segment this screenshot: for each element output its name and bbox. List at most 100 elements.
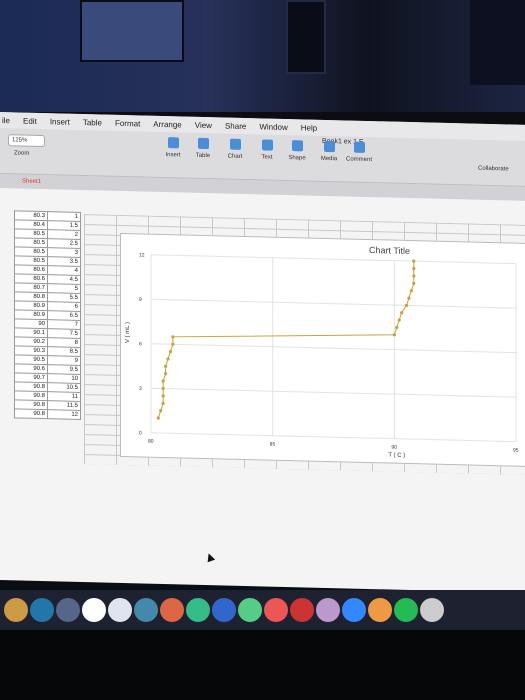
shape-icon [291,140,303,152]
facetime-icon[interactable] [186,598,210,622]
calendar-icon[interactable] [82,598,106,622]
collaborate-button[interactable]: Collaborate [478,165,509,173]
data-point [164,364,168,368]
wall-picture [470,0,525,85]
table-icon [197,137,209,150]
zoom-label: Zoom [14,150,30,157]
data-table: 80.3 1 80.4 1.5 80.5 2 80.5 2.5 80.5 3 80.5 3.5 80.6… [14,210,84,420]
background-wall [0,0,525,112]
grid-line [151,432,516,443]
menu-format[interactable]: Format [114,118,141,128]
menu-share[interactable]: Share [224,120,247,131]
grid-line [151,343,516,354]
itunes-icon[interactable] [316,598,340,622]
menu-edit[interactable]: Edit [23,116,37,126]
series-line [157,261,415,419]
menu-view[interactable]: View [194,120,212,130]
x-tick-label: 95 [513,448,519,454]
toolbar-label: Insert [165,152,181,159]
dock [0,590,525,630]
data-point [161,379,165,383]
data-point [404,303,409,308]
chart-svg: 0 3 6 9 12 80 85 90 95 V ( mL ) T ( C ) [125,252,519,459]
settings-icon[interactable] [368,598,392,622]
wall-picture [286,0,326,74]
menu-insert[interactable]: Insert [49,116,70,127]
y-tick-label: 0 [139,430,142,436]
data-point [395,325,399,330]
menu-window[interactable]: Window [259,121,288,132]
x-tick-label: 80 [148,439,154,445]
data-point [171,342,175,346]
chart[interactable]: Chart Title 0 3 6 9 12 80 85 90 95 V ( mL ) T ( C … [120,232,525,467]
table-cell[interactable]: 12 [47,409,81,420]
app-store-icon[interactable] [342,598,366,622]
comment-icon [353,141,365,153]
chart-icon [229,138,241,150]
comment-button[interactable]: Comment [346,141,372,163]
insert-icon [167,137,179,149]
chart-button[interactable]: Chart [222,138,248,160]
y-tick-label: 6 [139,341,142,347]
grid-line [151,387,516,398]
mail-icon[interactable] [56,598,80,622]
data-point [412,266,416,271]
numbers-icon[interactable] [238,598,262,622]
data-point [168,349,173,354]
text-button[interactable]: Text [254,139,280,161]
y-axis-label: V ( mL ) [125,322,131,343]
data-point [412,259,416,263]
photos-icon[interactable] [134,598,158,622]
numbers-window: ile Edit Insert Table Format Arrange View Share… [0,112,525,593]
toolbar-label: Comment [346,156,373,164]
data-point [392,333,396,337]
text-icon [261,139,273,151]
launchpad-icon[interactable] [4,598,28,622]
x-tick-label: 90 [391,445,397,451]
table-cell[interactable]: 90.8 [14,408,48,419]
pages-icon[interactable] [212,598,236,622]
data-point [156,416,160,420]
data-point [161,401,165,405]
notes-icon[interactable] [108,598,132,622]
menu-arrange[interactable]: Arrange [153,119,182,129]
zoom-select[interactable]: 125% [8,134,45,148]
y-tick-label: 9 [139,297,142,303]
toolbar-label: Media [320,155,338,163]
data-point [164,372,168,376]
menu-table[interactable]: Table [82,117,102,127]
data-point [171,335,175,339]
data-point [409,289,413,293]
data-point [412,274,416,278]
grid-line [151,298,516,309]
messages-icon[interactable] [160,598,184,622]
data-point [400,311,404,315]
data-point [397,318,401,322]
data-point [407,296,411,300]
data-point [166,357,170,361]
grid-line [151,254,516,265]
wall-picture [80,0,184,62]
keynote-icon[interactable] [264,598,288,622]
safari-icon[interactable] [30,598,54,622]
insert-button[interactable]: Insert [160,137,186,159]
y-tick-label: 3 [139,386,142,392]
menu-ile[interactable]: ile [2,115,11,125]
toolbar-label: Text [261,154,273,161]
x-axis-label: T ( C ) [388,452,405,458]
y-tick-label: 12 [139,252,145,258]
table-button[interactable]: Table [190,137,216,160]
toolbar-label: Table [195,152,211,160]
data-point [159,409,163,413]
news-icon[interactable] [290,598,314,622]
finder-icon[interactable] [420,598,444,622]
table-row: 90.8 12 [14,408,81,420]
data-point [161,386,165,391]
media-icon [323,140,335,153]
data-point [412,281,416,285]
trash-icon[interactable] [394,598,418,622]
media-button[interactable]: Media [316,140,342,163]
mouse-cursor [204,552,216,563]
shape-button[interactable]: Shape [284,140,310,162]
menu-help[interactable]: Help [300,122,318,133]
